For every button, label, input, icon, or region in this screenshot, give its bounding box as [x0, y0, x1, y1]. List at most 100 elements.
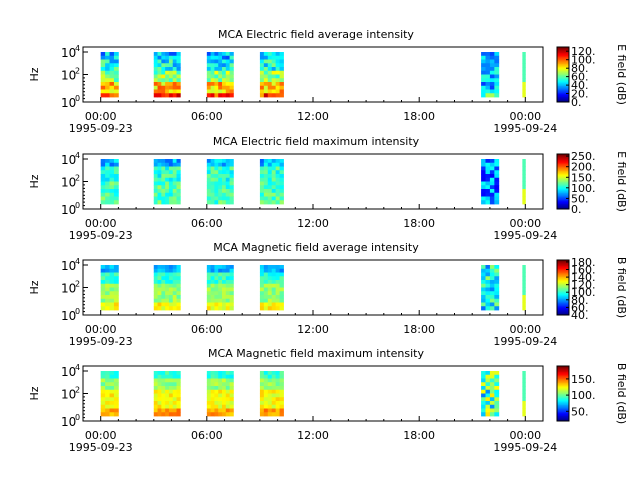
spectrogram-cell [218, 74, 223, 79]
spectrogram-cell [259, 306, 265, 311]
colorbar-tick-label: 20. [571, 88, 589, 101]
spectrogram-cell [206, 280, 212, 285]
colorbar-tick-label: 50. [571, 192, 589, 205]
spectrogram-cell [176, 82, 181, 87]
spectrogram-cell [267, 397, 273, 402]
spectrogram-cell [165, 302, 170, 307]
spectrogram-cell [100, 408, 106, 413]
colorbar-tick-label: 40. [571, 79, 589, 92]
spectrogram-cell [279, 371, 284, 376]
spectrogram-cell [165, 177, 170, 182]
spectrogram-cell [485, 397, 491, 402]
spectrogram-cell [279, 70, 284, 75]
spectrogram-cell [176, 177, 181, 182]
spectrogram-cell [225, 89, 230, 94]
colorbar-swatch [557, 276, 569, 279]
spectrogram-cell [263, 268, 269, 273]
x-tick-label: 12:00 [297, 323, 329, 336]
spectrogram-cell [489, 63, 495, 68]
spectrogram-cell [279, 280, 284, 285]
spectrogram-cell [165, 412, 170, 417]
spectrogram-cell [161, 200, 166, 205]
colorbar-swatch [557, 69, 569, 71]
spectrogram-cell [157, 306, 162, 311]
colorbar-swatch [557, 75, 569, 78]
spectrogram-cell [153, 268, 158, 273]
spectrogram-cell [275, 55, 280, 60]
spectrogram-cell [263, 67, 269, 72]
spectrogram-cell [279, 170, 284, 175]
spectrogram-cell [494, 371, 500, 376]
spectrogram-cell [153, 70, 158, 75]
colorbar-swatch [557, 48, 569, 51]
spectrogram-cell [481, 389, 486, 394]
spectrogram-cell [109, 85, 115, 90]
spectrogram-cell [222, 162, 227, 167]
spectrogram-cell [279, 59, 284, 64]
spectrogram-cell [267, 170, 273, 175]
spectrogram-cell [229, 85, 234, 90]
spectrogram-cell [225, 287, 230, 292]
spectrogram-cell [271, 170, 277, 175]
spectrogram-cell [489, 295, 495, 300]
colorbar-swatch [557, 169, 569, 172]
colorbar-swatch [557, 383, 569, 386]
spectrogram-cell [168, 192, 174, 197]
spectrogram-cell [522, 374, 526, 379]
plot-frame [82, 259, 544, 316]
spectrogram-cell [494, 78, 500, 83]
spectrogram-cell [271, 59, 277, 64]
spectrogram-cell [279, 401, 284, 406]
spectrogram-cell [522, 166, 526, 171]
spectrogram-cell [279, 166, 284, 171]
spectrogram-cell [267, 280, 273, 285]
x-tick-label: 06:00 [191, 429, 223, 442]
spectrogram-cell [279, 283, 284, 288]
spectrogram-cell [165, 162, 170, 167]
spectrogram-cell [109, 404, 115, 409]
spectrogram-cell [259, 166, 265, 171]
colorbar-swatch [557, 58, 569, 60]
spectrogram-cell [494, 189, 500, 194]
spectrogram-cell [259, 280, 265, 285]
spectrogram-cell [100, 89, 106, 94]
spectrogram-cell [161, 181, 166, 186]
spectrogram-cell [113, 291, 119, 296]
y-tick-label: 10 [61, 153, 76, 167]
spectrogram-cell [267, 70, 273, 75]
spectrogram-cell [206, 408, 212, 413]
x-tick-label: 18:00 [403, 429, 435, 442]
spectrogram-cell [225, 280, 230, 285]
spectrogram-cell [157, 374, 162, 379]
spectrogram-cell [172, 181, 177, 186]
spectrogram-cell [153, 302, 158, 307]
spectrogram-cell [109, 93, 115, 98]
spectrogram-cell [172, 272, 177, 277]
spectrogram-cell [153, 291, 158, 296]
spectrogram-cell [105, 393, 110, 398]
spectrogram-cell [271, 174, 277, 179]
colorbar-swatch [557, 63, 569, 66]
spectrogram-cell [263, 89, 269, 94]
spectrogram-cell [157, 174, 162, 179]
spectrogram-cell [100, 162, 106, 167]
spectrogram-cell [218, 302, 223, 307]
spectrogram-cell [481, 276, 486, 281]
spectrogram-cell [222, 189, 227, 194]
spectrogram-cell [267, 287, 273, 292]
spectrogram-cell [271, 306, 277, 311]
spectrogram-cell [263, 174, 269, 179]
spectrogram-cell [229, 298, 234, 303]
spectrogram-cell [100, 63, 106, 68]
spectrogram-cell [229, 302, 234, 307]
spectrogram-cell [494, 200, 500, 205]
spectrogram-cell [105, 189, 110, 194]
colorbar-swatch [557, 299, 569, 302]
spectrogram-cell [222, 170, 227, 175]
spectrogram-cell [481, 63, 486, 68]
colorbar-swatch [557, 304, 569, 306]
panel-title: MCA Magnetic field maximum intensity [208, 347, 424, 360]
spectrogram-cell [161, 401, 166, 406]
spectrogram-cell [210, 185, 215, 190]
spectrogram-cell [271, 67, 277, 72]
